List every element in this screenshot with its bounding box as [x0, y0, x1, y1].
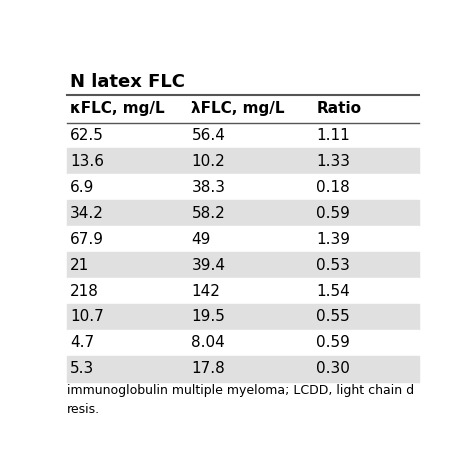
Text: 0.30: 0.30: [316, 361, 350, 376]
Text: 39.4: 39.4: [191, 257, 226, 273]
Text: 1.33: 1.33: [316, 154, 350, 169]
Text: 0.55: 0.55: [316, 310, 350, 324]
Text: 10.7: 10.7: [70, 310, 104, 324]
Text: 0.59: 0.59: [316, 335, 350, 350]
Text: N latex FLC: N latex FLC: [70, 73, 185, 91]
Bar: [66, 278, 419, 304]
Text: 21: 21: [70, 257, 90, 273]
Bar: [66, 148, 419, 174]
Text: 0.53: 0.53: [316, 257, 350, 273]
Text: 8.04: 8.04: [191, 335, 225, 350]
Bar: [66, 252, 419, 278]
Bar: [66, 226, 419, 252]
Bar: [66, 95, 419, 123]
Text: 0.59: 0.59: [316, 206, 350, 221]
Text: 49: 49: [191, 232, 211, 246]
Bar: [66, 174, 419, 201]
Text: 1.39: 1.39: [316, 232, 350, 246]
Text: 6.9: 6.9: [70, 180, 95, 195]
Text: 67.9: 67.9: [70, 232, 104, 246]
Bar: [66, 68, 419, 95]
Text: 1.54: 1.54: [316, 283, 350, 299]
Text: 62.5: 62.5: [70, 128, 104, 143]
Text: 34.2: 34.2: [70, 206, 104, 221]
Text: λFLC, mg/L: λFLC, mg/L: [191, 101, 285, 117]
Text: immunoglobulin multiple myeloma; LCDD, light chain d: immunoglobulin multiple myeloma; LCDD, l…: [66, 383, 414, 397]
Text: 13.6: 13.6: [70, 154, 104, 169]
Text: κFLC, mg/L: κFLC, mg/L: [70, 101, 165, 117]
Text: 19.5: 19.5: [191, 310, 225, 324]
Bar: [66, 330, 419, 356]
Text: Ratio: Ratio: [316, 101, 361, 117]
Bar: [66, 123, 419, 148]
Text: 58.2: 58.2: [191, 206, 225, 221]
Bar: [66, 356, 419, 382]
Text: resis.: resis.: [66, 402, 100, 416]
Text: 5.3: 5.3: [70, 361, 94, 376]
Text: 10.2: 10.2: [191, 154, 225, 169]
Text: 142: 142: [191, 283, 220, 299]
Text: 218: 218: [70, 283, 99, 299]
Text: 4.7: 4.7: [70, 335, 94, 350]
Text: 56.4: 56.4: [191, 128, 225, 143]
Text: 1.11: 1.11: [316, 128, 350, 143]
Text: 0.18: 0.18: [316, 180, 350, 195]
Bar: [66, 304, 419, 330]
Text: 17.8: 17.8: [191, 361, 225, 376]
Bar: [66, 201, 419, 226]
Text: 38.3: 38.3: [191, 180, 226, 195]
